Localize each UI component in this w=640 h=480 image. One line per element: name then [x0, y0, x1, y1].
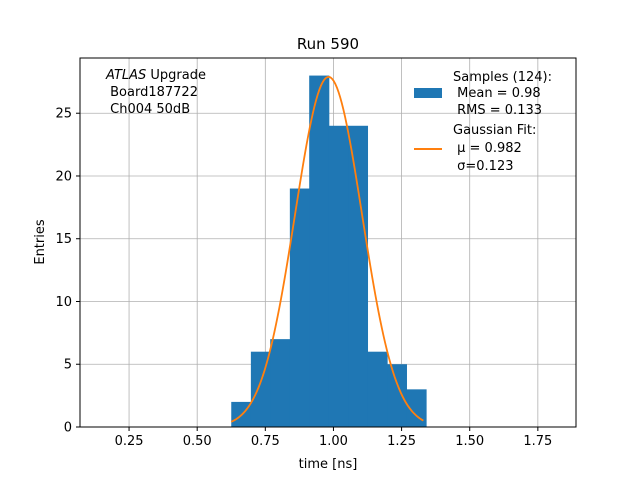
chart-title: Run 590 [297, 35, 359, 53]
y-tick-label-4: 20 [55, 169, 72, 184]
y-tick-label-1: 5 [64, 358, 72, 373]
annotation-atlas: ATLAS [105, 68, 146, 83]
annotation-line-2: Board187722 [106, 85, 198, 100]
histogram-bar-6 [348, 125, 369, 427]
x-tick-label-3: 1.00 [319, 434, 348, 449]
y-axis-ticks: 0 5 10 15 20 25 [55, 107, 80, 436]
legend-samples-line-1: Samples (124): [453, 70, 552, 85]
gaussian-fit [230, 75, 424, 423]
x-tick-label-6: 1.75 [523, 434, 552, 449]
x-tick-label-2: 0.75 [251, 434, 280, 449]
histogram-bar-3 [289, 188, 310, 427]
x-tick-label-4: 1.25 [387, 434, 416, 449]
histogram-bars [231, 75, 427, 428]
histogram-bar-7 [367, 351, 388, 427]
y-tick-label-2: 10 [55, 295, 72, 310]
y-tick-label-0: 0 [64, 421, 72, 436]
legend-fit-line-2: μ = 0.982 [453, 141, 522, 156]
y-tick-label-3: 15 [55, 232, 72, 247]
histogram-bar-1 [250, 351, 271, 427]
annotation-line-3: Ch004 50dB [106, 102, 190, 117]
x-axis-label: time [ns] [299, 457, 358, 472]
legend-samples-line-2: Mean = 0.98 [453, 86, 541, 101]
legend-fit-line-3: σ=0.123 [453, 159, 513, 174]
legend-fit-line-1: Gaussian Fit: [453, 123, 536, 138]
annotation-line-1: ATLAS Upgrade [105, 68, 206, 83]
gaussian-fit-curve [230, 75, 424, 423]
histogram-bar-2 [270, 339, 291, 427]
x-tick-label-5: 1.50 [455, 434, 484, 449]
x-tick-label-0: 0.25 [115, 434, 144, 449]
legend: Samples (124): Mean = 0.98 RMS = 0.133 G… [414, 70, 552, 174]
histogram-bar-4 [309, 75, 330, 428]
histogram-bar-9 [406, 389, 427, 427]
atlas-annotation: ATLAS Upgrade Board187722 Ch004 50dB [105, 68, 206, 117]
x-axis-ticks: 0.25 0.50 0.75 1.00 1.25 1.50 1.75 [115, 427, 552, 449]
axes-frame [79, 57, 577, 428]
annotation-upgrade: Upgrade [146, 68, 206, 83]
y-axis-label: Entries [33, 219, 48, 265]
y-tick-label-5: 25 [55, 107, 72, 122]
histogram-bar-5 [328, 125, 349, 427]
histogram-bar-8 [387, 364, 407, 427]
x-tick-label-1: 0.50 [183, 434, 212, 449]
legend-samples-line-3: RMS = 0.133 [453, 103, 542, 118]
legend-samples-swatch [414, 88, 442, 98]
